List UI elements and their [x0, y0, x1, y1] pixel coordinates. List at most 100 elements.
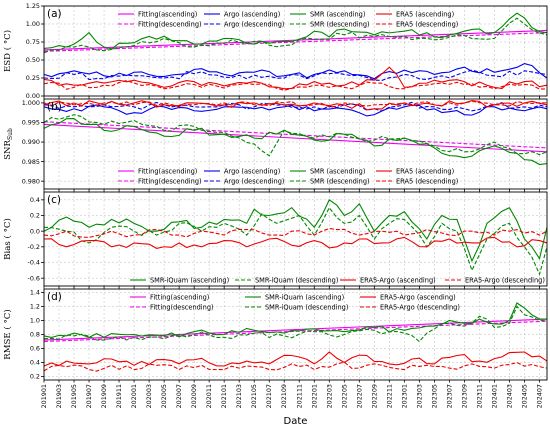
legend-label: ERA5-Argo (ascending) [380, 293, 456, 301]
y-tick-label: 0.75 [26, 38, 40, 46]
series-line [43, 305, 548, 343]
panel-4: 0.2 0.4 0.6 0.8 1.0 1.2 1.4 (d) RMSE ( °C) Fittin… [2, 288, 548, 383]
legend-label: Fitting(ascending) [138, 10, 197, 18]
y-tick-label: 0.0 [30, 227, 40, 235]
series-line [43, 69, 548, 81]
x-tick-label: 202401 [490, 384, 498, 408]
legend-label: Fitting(ascending) [150, 293, 209, 301]
y-tick-label: 1.2 [30, 303, 40, 311]
series-line [43, 199, 548, 263]
legend-label: Argo (descending) [224, 177, 285, 185]
y-tick-label: 1.0 [30, 317, 40, 325]
series-line [43, 63, 548, 80]
series-line [43, 101, 548, 112]
series-line [43, 79, 548, 91]
x-tick-label: 201901 [40, 384, 48, 408]
series-line [43, 12, 548, 50]
plot-frame [43, 98, 548, 190]
y-tick-label: -0.4 [28, 259, 40, 267]
x-tick-label: 202107 [265, 384, 273, 408]
y-tick-label: -0.6 [28, 274, 40, 282]
y-tick-label: 0.00 [26, 92, 40, 100]
legend-label: SMR-iQuam (ascending) [265, 293, 344, 301]
legend-label: SMR (ascending) [310, 10, 365, 18]
series-line [43, 100, 548, 108]
x-tick-label: 202109 [280, 384, 288, 408]
series-line [43, 123, 548, 153]
y-axis-label: RMSE ( °C) [2, 309, 13, 359]
x-axis-label: Date [284, 416, 308, 427]
y-axis-label-subscript: Sub [7, 128, 14, 140]
panel-2: 0.980 0.985 0.990 0.995 1.000 (b) SNRSub Fittin… [3, 98, 548, 192]
x-tick-label: 201907 [85, 384, 93, 408]
x-tick-label: 202209 [370, 384, 378, 408]
x-tick-label: 202303 [415, 384, 423, 408]
legend-label: Argo (ascending) [224, 167, 280, 175]
x-tick-label: 201905 [70, 384, 78, 408]
series-line [43, 236, 548, 249]
y-tick-label: 0.4 [30, 196, 40, 204]
plot-frame [43, 288, 548, 381]
series-line [43, 32, 548, 52]
panel-label: (d) [47, 291, 62, 303]
legend-label: Argo (ascending) [224, 10, 280, 18]
legend-label: ERA5-Argo (descending) [380, 303, 460, 311]
series-line [43, 351, 548, 367]
y-tick-label: 0.980 [22, 177, 40, 185]
legend-label: Fitting(ascending) [138, 167, 197, 175]
series-line [43, 302, 548, 338]
y-tick-label: 0.8 [30, 331, 40, 339]
y-tick-label: 1.25 [26, 2, 40, 10]
x-tick-label: 202311 [475, 384, 483, 408]
x-tick-label: 202301 [400, 384, 408, 408]
x-tick-label: 202007 [175, 384, 183, 408]
x-tick-label: 202207 [355, 384, 363, 408]
panel-label: (b) [47, 101, 62, 113]
x-tick-label: 202203 [325, 384, 333, 408]
y-tick-label: 1.00 [26, 20, 40, 28]
series-line [43, 17, 548, 54]
y-tick-label: 0.990 [22, 138, 40, 146]
panel-label: (c) [47, 194, 61, 206]
y-tick-label: -0.2 [28, 243, 40, 251]
x-tick-label: 202009 [190, 384, 198, 408]
series-line [43, 361, 548, 372]
y-axis-label: ESD ( °C) [2, 30, 13, 72]
y-tick-label: 1.000 [22, 99, 40, 107]
panel-1: 0.00 0.25 0.50 0.75 1.00 1.25 (a) ESD ( °C) Fitt… [2, 2, 548, 100]
x-tick-label: 202305 [430, 384, 438, 408]
x-tick-label: 202001 [130, 384, 138, 408]
x-tick-label: 202403 [505, 384, 513, 408]
y-tick-label: 0.50 [26, 56, 40, 64]
y-tick-label: 0.2 [30, 373, 40, 381]
legend-label: SMR-iQuam (descending) [255, 276, 338, 284]
legend-label: SMR (ascending) [310, 167, 365, 175]
plot-frame [43, 191, 548, 287]
panel-3: -0.6 -0.4 -0.2 0.0 0.2 0.4 (c) Bias ( °C) SMR-iQ… [2, 191, 548, 289]
y-tick-label: 0.6 [30, 345, 40, 353]
series-line [43, 100, 548, 111]
x-tick-label: 202011 [205, 384, 213, 408]
x-tick-label: 202111 [295, 384, 303, 408]
y-tick-label: 0.4 [30, 359, 40, 367]
plot-frame [43, 5, 548, 97]
legend-label: SMR-iQuam (ascending) [150, 276, 229, 284]
y-axis-label: SNRSub [3, 128, 14, 160]
x-tick-label: 202105 [250, 384, 258, 408]
x-tick-label: 202405 [520, 384, 528, 408]
panel-label: (a) [47, 8, 62, 20]
legend-label: Fitting(descending) [150, 303, 214, 311]
x-tick-label: 202005 [160, 384, 168, 408]
x-tick-label: 202201 [310, 384, 318, 408]
series-line [43, 227, 548, 238]
legend-label: Fitting(descending) [138, 177, 202, 185]
series-line [43, 206, 548, 276]
legend-label: ERA5-Argo (descending) [465, 276, 545, 284]
x-tick-label: 202211 [385, 384, 393, 408]
legend-label: Fitting(descending) [138, 20, 202, 28]
series-line [43, 114, 548, 157]
y-tick-label: 1.4 [30, 289, 40, 297]
series-line [43, 66, 548, 90]
legend-label: SMR (descending) [310, 177, 370, 185]
legend-label: ERA5 (ascending) [396, 10, 454, 18]
